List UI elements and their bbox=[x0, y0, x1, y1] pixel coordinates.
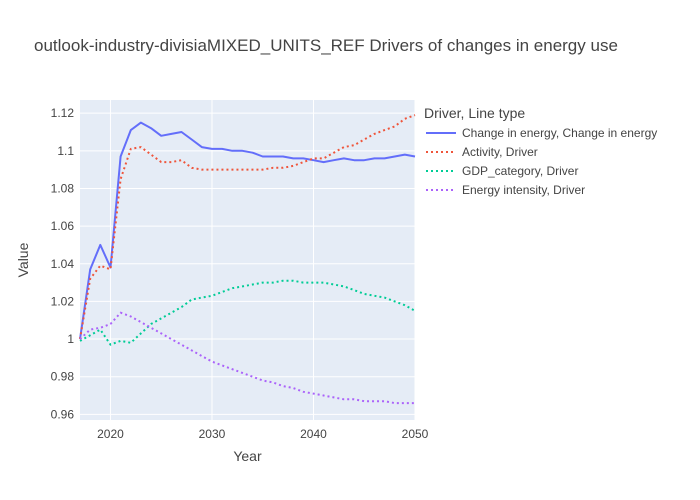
series-line-1 bbox=[79, 114, 416, 340]
series-line-3 bbox=[79, 311, 415, 405]
y-tick-label: 1.1 bbox=[57, 144, 74, 158]
x-tick-label: 2050 bbox=[402, 427, 429, 441]
y-tick-label: 0.98 bbox=[51, 370, 75, 384]
x-tick-label: 2040 bbox=[300, 427, 327, 441]
y-tick-labels: 0.96 0.98 1 1.02 1.04 1.06 1.08 1.1 1.12 bbox=[51, 106, 75, 421]
legend-item-0[interactable]: Change in energy, Change in energy bbox=[462, 126, 657, 140]
series-lines bbox=[79, 114, 416, 405]
y-tick-label: 1.02 bbox=[51, 294, 75, 308]
series-line-2 bbox=[79, 279, 416, 346]
y-tick-label: 1.08 bbox=[51, 181, 75, 195]
y-tick-label: 1 bbox=[67, 332, 74, 346]
y-tick-label: 1.06 bbox=[51, 219, 75, 233]
series-line-0 bbox=[79, 121, 416, 340]
legend[interactable]: Change in energy, Change in energy Activi… bbox=[426, 126, 657, 197]
y-axis-title: Value bbox=[15, 242, 31, 277]
y-tick-label: 1.12 bbox=[51, 106, 75, 120]
y-tick-label: 1.04 bbox=[51, 257, 75, 271]
y-tick-label: 0.96 bbox=[51, 407, 75, 421]
legend-title: Driver, Line type bbox=[424, 105, 525, 121]
gridlines bbox=[80, 100, 416, 420]
legend-item-2[interactable]: GDP_category, Driver bbox=[462, 164, 578, 178]
plot-background bbox=[80, 100, 415, 420]
x-tick-label: 2020 bbox=[97, 427, 124, 441]
x-tick-label: 2030 bbox=[199, 427, 226, 441]
legend-item-1[interactable]: Activity, Driver bbox=[462, 145, 538, 159]
chart-title: outlook-industry-divisiaMIXED_UNITS_REF … bbox=[34, 36, 618, 55]
x-axis-title: Year bbox=[233, 448, 262, 464]
legend-item-3[interactable]: Energy intensity, Driver bbox=[462, 183, 585, 197]
x-tick-labels: 2020 2030 2040 2050 bbox=[97, 427, 429, 441]
